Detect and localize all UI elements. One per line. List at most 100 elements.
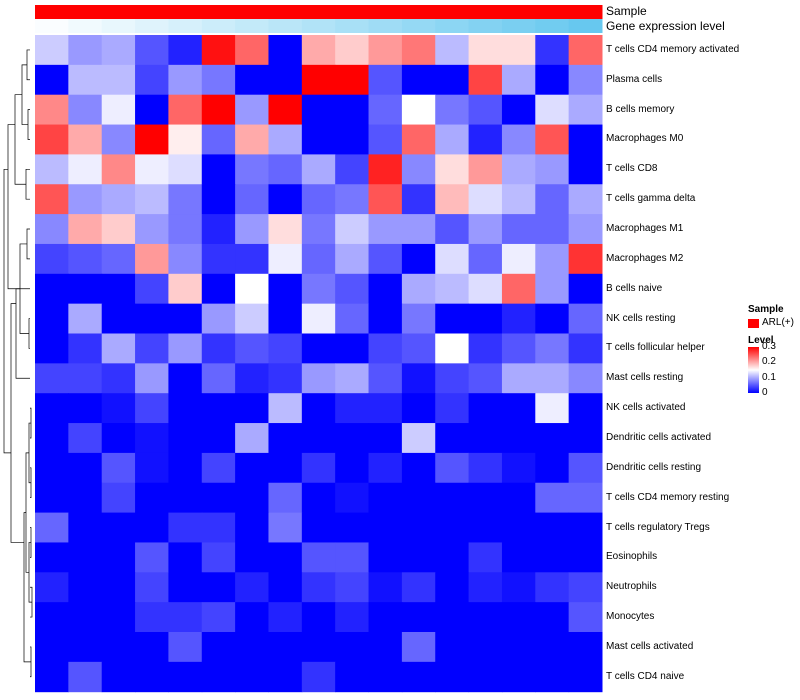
heatmap-cell: [101, 572, 136, 603]
heatmap-cell: [35, 184, 69, 215]
heatmap-cell: [101, 124, 136, 155]
heatmap-cell: [435, 423, 470, 454]
heatmap-cell: [135, 35, 169, 66]
heatmap-cell: [101, 512, 136, 543]
heatmap-cell: [68, 661, 103, 693]
heatmap-cell: [335, 184, 370, 215]
heatmap-cell: [335, 602, 370, 633]
heatmap-cell: [301, 94, 336, 126]
row-label: Monocytes: [606, 611, 655, 623]
heatmap-cell: [135, 214, 169, 245]
heatmap-cell: [535, 423, 570, 454]
row-label: Macrophages M2: [606, 252, 684, 264]
annotation-sample-cell: [468, 5, 503, 19]
annotation-sample-cell: [35, 5, 69, 19]
row-label: T cells CD4 memory resting: [606, 491, 730, 503]
annotation-expression-cell: [501, 19, 536, 33]
heatmap-cell: [535, 333, 570, 364]
heatmap-cell: [368, 184, 403, 215]
heatmap-cell: [68, 64, 103, 96]
heatmap-cell: [301, 154, 336, 185]
heatmap-cell: [368, 482, 403, 514]
annotation-sample-cell: [435, 5, 470, 19]
heatmap-cell: [435, 542, 470, 573]
heatmap-cell: [401, 661, 436, 693]
annotation-expression-cell: [568, 19, 603, 33]
heatmap-cell: [401, 482, 436, 514]
heatmap-cell: [401, 124, 436, 155]
heatmap-cell: [68, 542, 103, 573]
dendrogram-branch: [14, 94, 26, 185]
dendrogram-branch: [25, 168, 30, 200]
heatmap-cell: [568, 154, 603, 185]
heatmap-cell: [68, 423, 103, 454]
annotation-sample-cell: [135, 5, 169, 19]
annotation-label-sample: Sample: [606, 4, 647, 18]
heatmap-cell: [235, 632, 269, 663]
heatmap-cell: [535, 64, 570, 96]
heatmap-cell: [335, 423, 370, 454]
heatmap-cell: [68, 512, 103, 543]
heatmap-cell: [135, 333, 169, 364]
heatmap-cell: [68, 124, 103, 155]
heatmap-cell: [401, 184, 436, 215]
heatmap-cell: [135, 363, 169, 394]
heatmap-cell: [201, 333, 236, 364]
heatmap-cell: [535, 661, 570, 693]
heatmap-cell: [135, 243, 169, 275]
heatmap-cell: [68, 214, 103, 245]
heatmap-cell: [268, 602, 303, 633]
heatmap-cell: [335, 393, 370, 424]
heatmap-cell: [301, 124, 336, 155]
heatmap-cell: [468, 154, 503, 185]
heatmap-cell: [68, 602, 103, 633]
heatmap-cell: [168, 35, 203, 66]
heatmap-cell: [401, 333, 436, 364]
heatmap-cell: [35, 154, 69, 185]
heatmap-cell: [468, 273, 503, 305]
heatmap-cell: [201, 572, 236, 603]
heatmap-cell: [101, 452, 136, 484]
heatmap-cell: [568, 602, 603, 633]
heatmap-cell: [368, 452, 403, 484]
heatmap-cell: [501, 542, 536, 573]
heatmap-cell: [135, 632, 169, 663]
heatmap-cell: [135, 661, 169, 693]
heatmap-cell: [35, 94, 69, 126]
heatmap-cell: [401, 303, 436, 334]
heatmap-cell: [501, 154, 536, 185]
heatmap-cell: [501, 602, 536, 633]
heatmap-cell: [301, 303, 336, 334]
heatmap-cell: [68, 572, 103, 603]
heatmap-cell: [168, 452, 203, 484]
heatmap-cell: [535, 184, 570, 215]
heatmap-cell: [501, 35, 536, 66]
heatmap-cell: [235, 423, 269, 454]
heatmap-cell: [535, 632, 570, 663]
heatmap-cell: [468, 393, 503, 424]
heatmap-cell: [135, 154, 169, 185]
heatmap-cell: [301, 35, 336, 66]
heatmap-cell: [301, 661, 336, 693]
heatmap-cell: [401, 363, 436, 394]
dendrogram-branch: [28, 542, 32, 603]
heatmap-cell: [201, 273, 236, 305]
heatmap-cell: [368, 64, 403, 96]
heatmap-cell: [568, 661, 603, 693]
heatmap-cell: [135, 94, 169, 126]
heatmap-cell: [268, 64, 303, 96]
row-label: Eosinophils: [606, 551, 658, 563]
heatmap-cell: [68, 184, 103, 215]
heatmap-cell: [401, 452, 436, 484]
heatmap-cell: [468, 482, 503, 514]
dendrogram-branch: [15, 288, 30, 379]
heatmap-cell: [335, 273, 370, 305]
heatmap-cell: [435, 452, 470, 484]
annotation-sample-cell: [568, 5, 603, 19]
heatmap-cell: [235, 214, 269, 245]
heatmap-cell: [535, 602, 570, 633]
heatmap-cell: [401, 214, 436, 245]
heatmap-cell: [401, 542, 436, 573]
heatmap-cell: [335, 512, 370, 543]
heatmap-cell: [535, 273, 570, 305]
